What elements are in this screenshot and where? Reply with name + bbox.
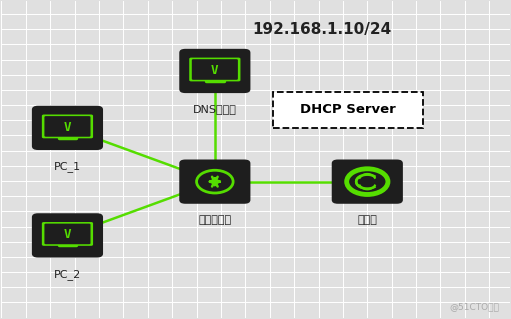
FancyBboxPatch shape: [332, 160, 403, 204]
FancyBboxPatch shape: [44, 116, 90, 137]
Text: V: V: [211, 64, 219, 77]
Text: 192.168.1.10/24: 192.168.1.10/24: [252, 22, 391, 37]
FancyBboxPatch shape: [42, 115, 93, 138]
Text: PC_1: PC_1: [54, 161, 81, 172]
FancyBboxPatch shape: [42, 222, 93, 246]
FancyBboxPatch shape: [32, 106, 103, 150]
Text: V: V: [64, 121, 71, 134]
FancyBboxPatch shape: [32, 213, 103, 257]
FancyBboxPatch shape: [189, 58, 241, 81]
Text: V: V: [64, 228, 71, 241]
FancyBboxPatch shape: [192, 59, 238, 80]
Text: 路由器: 路由器: [357, 215, 377, 225]
Text: 接入交换机: 接入交换机: [198, 215, 231, 225]
Text: @51CTO博客: @51CTO博客: [450, 302, 499, 311]
Text: DNS服务器: DNS服务器: [193, 104, 237, 114]
Text: DHCP Server: DHCP Server: [300, 103, 396, 116]
Text: PC_2: PC_2: [54, 269, 81, 279]
FancyBboxPatch shape: [44, 224, 90, 244]
FancyBboxPatch shape: [179, 160, 250, 204]
FancyBboxPatch shape: [179, 49, 250, 93]
FancyBboxPatch shape: [273, 92, 423, 128]
